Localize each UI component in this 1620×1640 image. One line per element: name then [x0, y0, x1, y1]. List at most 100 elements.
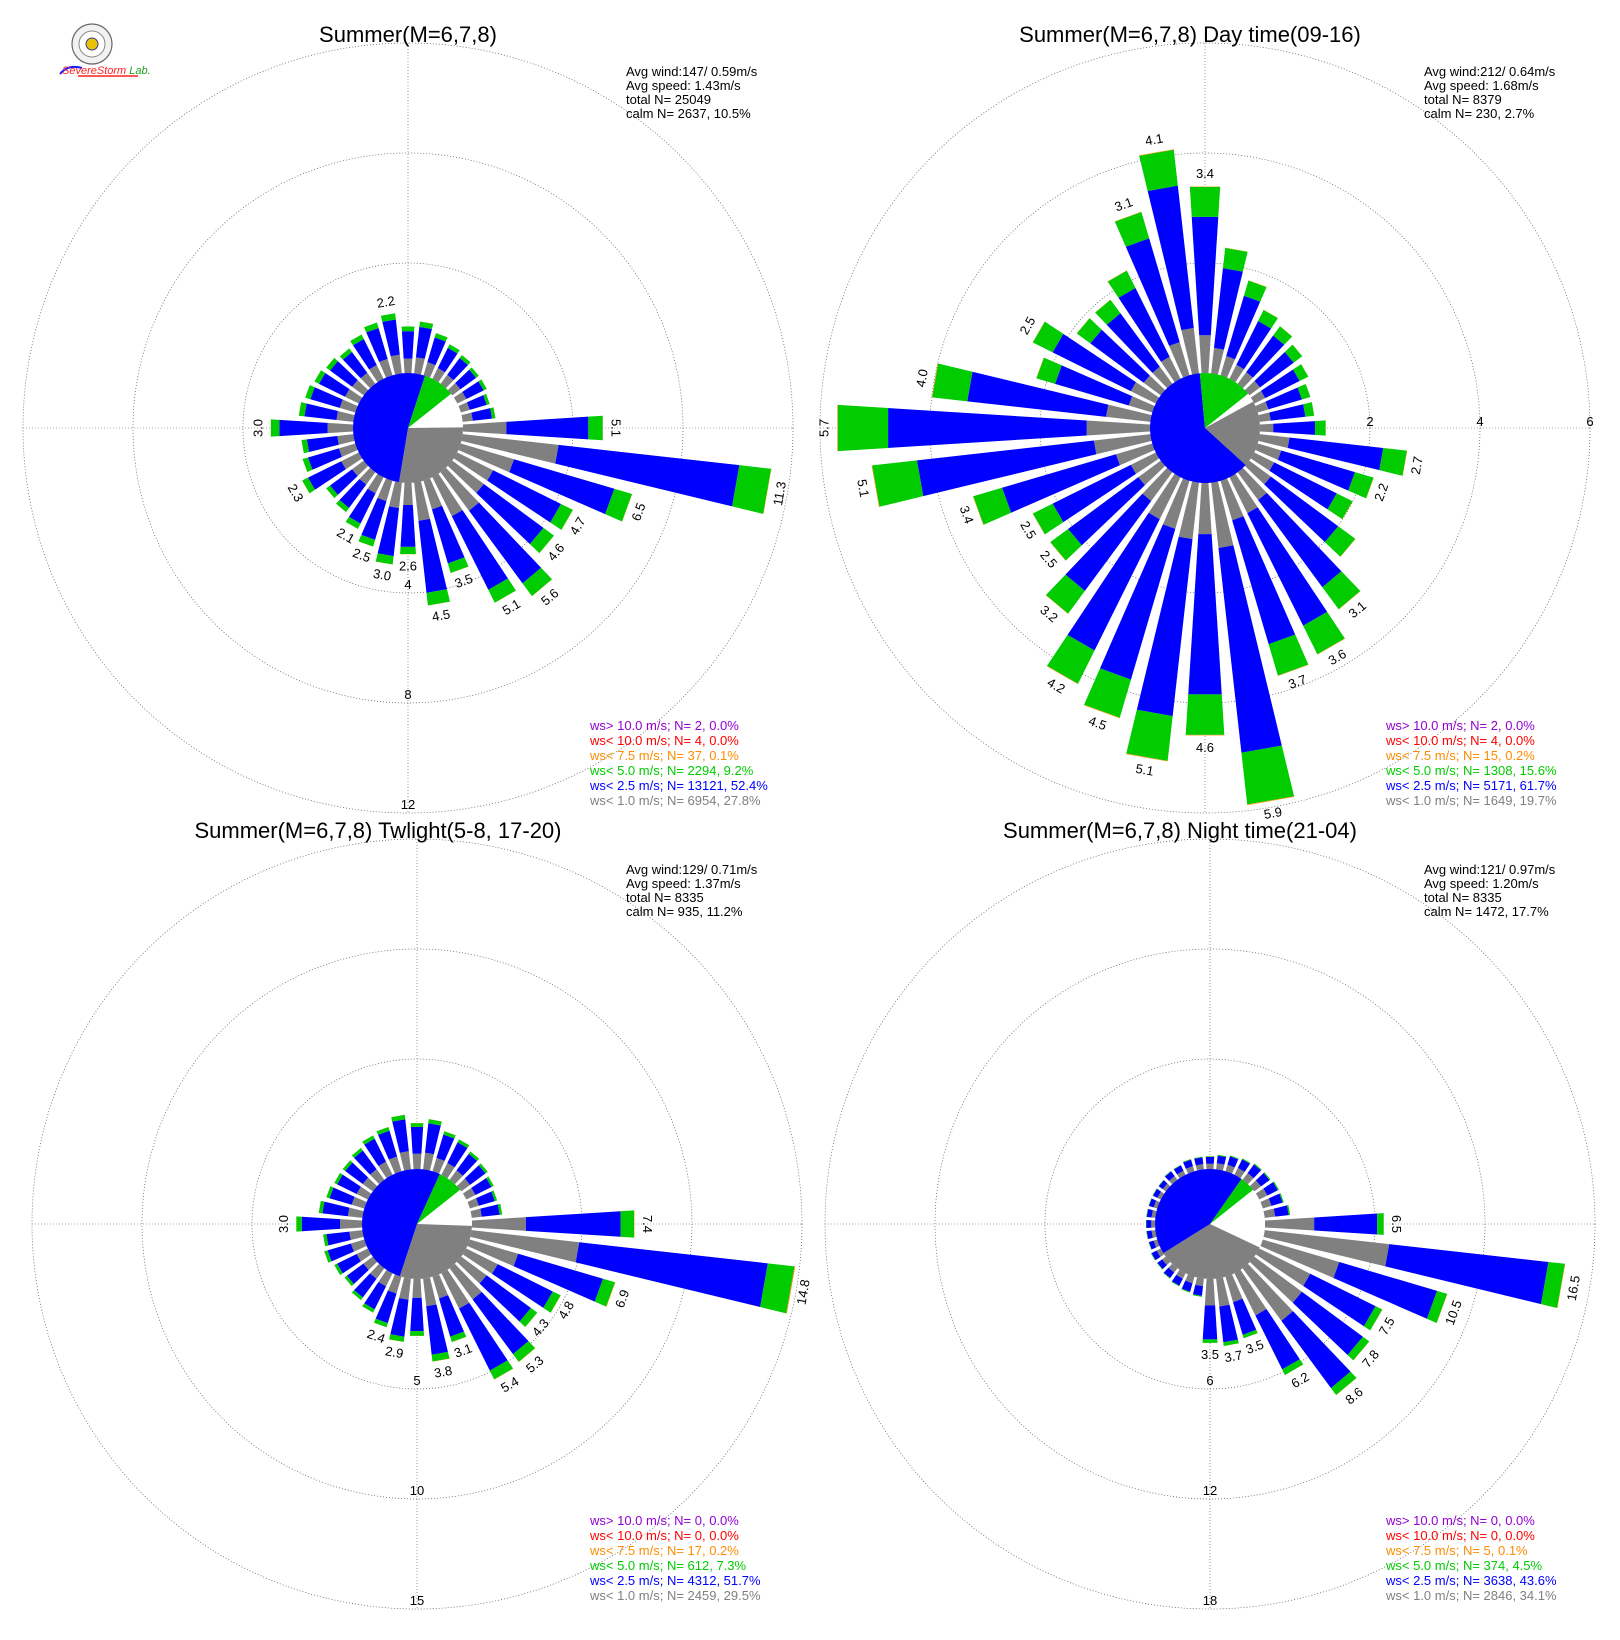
legend-entry: ws< 5.0 m/s; N= 2294, 9.2%	[589, 763, 754, 778]
wind-bar-segment	[444, 1131, 456, 1136]
wind-bar-segment	[1342, 501, 1353, 520]
wind-bar-segment	[435, 333, 448, 338]
wind-bar-segment	[487, 470, 562, 523]
bar-value-label: 6.2	[1289, 1369, 1312, 1391]
stat-line: total N= 8379	[1424, 92, 1502, 107]
stat-line: total N= 25049	[626, 92, 711, 107]
wind-bar-segment	[1151, 1230, 1157, 1238]
wind-bar-segment	[471, 1217, 526, 1231]
wind-bar-segment	[314, 370, 322, 382]
wind-bar-segment	[1246, 335, 1285, 378]
wind-bar-segment	[434, 333, 448, 342]
wind-bar-segment	[1068, 477, 1145, 546]
wind-bar-segment	[1185, 734, 1225, 736]
wind-bar	[1250, 364, 1309, 404]
wind-bar-segment	[1274, 1181, 1279, 1190]
wind-bar	[322, 1230, 364, 1247]
wind-bar-segment	[1162, 1183, 1171, 1192]
wind-bar-segment	[412, 1153, 422, 1170]
wind-bar-segment	[360, 372, 376, 389]
wind-bar-segment	[1259, 423, 1274, 433]
windrose-panel-4: 612186.516.510.57.57.88.66.23.53.73.5Sum…	[824, 818, 1596, 1610]
wind-bar-segment	[470, 1230, 580, 1263]
wind-bar-segment	[364, 1138, 387, 1167]
wind-bar	[375, 481, 402, 565]
wind-bar-segment	[440, 467, 479, 511]
wind-bar-segment	[450, 566, 469, 574]
wind-bar	[1150, 1248, 1165, 1261]
wind-bar-segment	[337, 1174, 361, 1195]
wind-bar	[1185, 482, 1225, 736]
wind-bar-segment	[279, 419, 328, 437]
wind-bar-segment	[423, 1277, 437, 1307]
wind-bar-segment	[336, 411, 355, 422]
wind-bar	[1148, 1198, 1160, 1209]
wind-bar	[1032, 452, 1160, 535]
wind-bar	[302, 443, 358, 473]
wind-bar-segment	[1234, 1167, 1245, 1179]
legend-entry: ws< 7.5 m/s; N= 15, 0.2%	[1385, 748, 1535, 763]
wind-bar	[410, 1122, 424, 1170]
bar-value-label: 7.8	[1359, 1347, 1382, 1370]
wind-bar-segment	[363, 322, 379, 333]
wind-bar-segment	[447, 460, 484, 494]
wind-bar-segment	[335, 503, 347, 513]
wind-bar-segment	[318, 1200, 325, 1214]
wind-bar-segment	[350, 334, 364, 346]
wind-bar-segment	[493, 1190, 498, 1201]
wind-bar	[449, 1151, 480, 1185]
wind-bar	[440, 354, 471, 389]
wind-bar	[1242, 1263, 1357, 1396]
wind-bar-segment	[1152, 1188, 1157, 1196]
wind-bar-segment	[1146, 1208, 1149, 1217]
wind-bar-segment	[1185, 694, 1225, 735]
wind-bar	[423, 1119, 442, 1171]
wind-bar-segment	[1206, 1163, 1214, 1170]
wind-bar-segment	[1152, 1188, 1157, 1196]
wind-bar-segment	[471, 367, 479, 376]
wind-bar-segment	[472, 1291, 529, 1355]
wind-bar-segment	[1095, 299, 1111, 313]
wind-bar-segment	[786, 1266, 796, 1314]
wind-bar-segment	[1194, 1156, 1203, 1159]
calm-pie-slice	[398, 427, 463, 483]
wind-bar-segment	[350, 1239, 367, 1252]
wind-bar-segment	[1036, 357, 1062, 384]
wind-bar-segment	[410, 1123, 424, 1127]
wind-bar-segment	[306, 435, 339, 452]
wind-bar-segment	[1036, 357, 1044, 379]
wind-bar	[326, 357, 369, 396]
wind-bar-segment	[301, 439, 304, 454]
wind-bar	[1211, 247, 1248, 375]
wind-bar-segment	[441, 1162, 455, 1179]
wind-bar	[423, 478, 469, 574]
wind-bar-segment	[362, 1135, 375, 1145]
grid-ring	[22, 42, 794, 814]
wind-bar-segment	[1269, 404, 1306, 421]
wind-bar-segment	[1379, 447, 1407, 476]
wind-bar-segment	[431, 1351, 450, 1362]
logo-swirl-icon	[59, 65, 83, 75]
wind-bar-segment	[302, 457, 313, 473]
wind-bar-segment	[1152, 366, 1173, 389]
bar-value-label: 6.9	[612, 1288, 632, 1310]
wind-bar-segment	[358, 541, 374, 547]
wind-bar-segment	[1002, 454, 1120, 513]
wind-bar-segment	[1052, 464, 1136, 523]
wind-bar	[467, 1239, 616, 1307]
wind-bar-segment	[1247, 796, 1295, 806]
wind-bar-segment	[1268, 1193, 1283, 1206]
wind-bar-segment	[419, 321, 434, 330]
bar-value-label: 3.1	[1113, 194, 1135, 214]
wind-bar-segment	[1370, 1309, 1383, 1331]
wind-bar-segment	[326, 485, 338, 499]
wind-bar-segment	[1153, 1200, 1160, 1209]
wind-bar	[449, 1263, 536, 1363]
wind-bar-segment	[376, 1127, 390, 1135]
wind-bar	[1211, 481, 1295, 806]
wind-bar-segment	[369, 1263, 385, 1279]
wind-bar-segment	[1171, 1281, 1180, 1287]
wind-bar-segment	[412, 1278, 422, 1298]
wind-bar-segment	[1150, 1253, 1156, 1261]
